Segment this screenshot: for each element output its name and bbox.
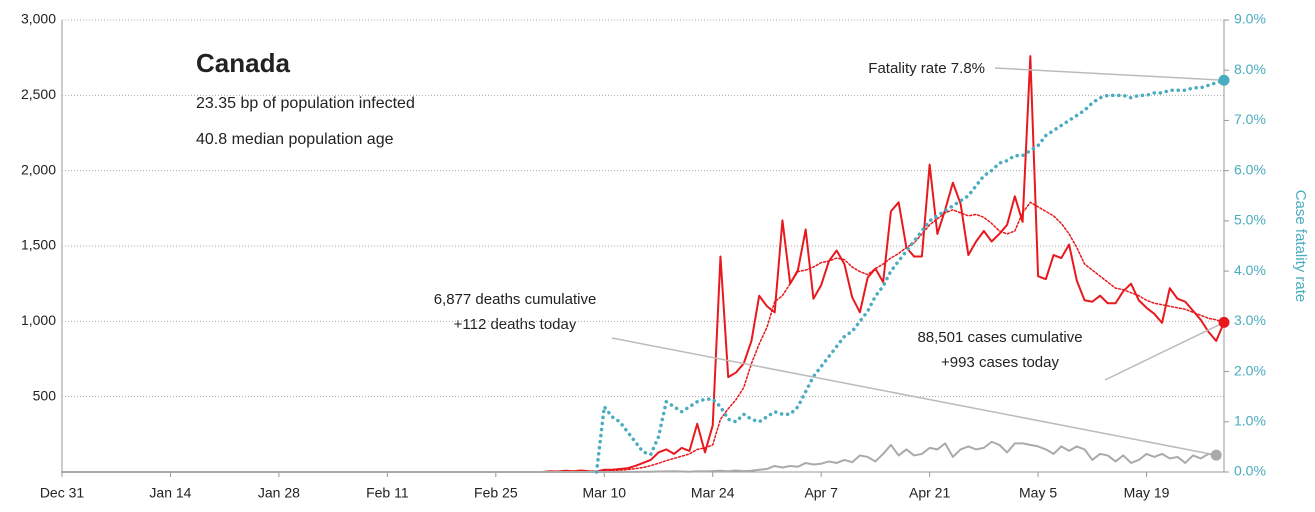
y2-tick-label: 4.0% xyxy=(1234,262,1266,278)
annotation: 88,501 cases cumulative xyxy=(917,329,1082,346)
y2-tick-label: 5.0% xyxy=(1234,212,1266,228)
end-dot xyxy=(1210,449,1222,461)
subtitle: 40.8 median population age xyxy=(196,131,394,148)
y-tick-label: 3,000 xyxy=(21,11,56,27)
y2-tick-label: 8.0% xyxy=(1234,61,1266,77)
x-tick-label: Mar 24 xyxy=(691,485,735,501)
annotation: Fatality rate 7.8% xyxy=(868,60,985,77)
annotation: +993 cases today xyxy=(941,354,1060,371)
chart-title: Canada xyxy=(196,48,290,78)
y-tick-label: 500 xyxy=(33,387,57,403)
x-tick-label: Feb 11 xyxy=(366,485,409,501)
x-tick-label: May 5 xyxy=(1019,485,1057,501)
x-tick-label: Apr 7 xyxy=(804,485,838,501)
y2-tick-label: 0.0% xyxy=(1234,463,1266,479)
series-line xyxy=(594,78,1226,474)
end-dot xyxy=(1218,74,1230,86)
x-tick-label: Jan 28 xyxy=(258,485,300,501)
y-tick-label: 2,500 xyxy=(21,86,56,102)
series-line xyxy=(603,201,1225,472)
y2-tick-label: 1.0% xyxy=(1234,412,1266,428)
leader-line xyxy=(994,67,1225,82)
x-tick-label: May 19 xyxy=(1124,485,1170,501)
series-line xyxy=(61,440,1218,473)
y2-tick-label: 9.0% xyxy=(1234,11,1266,27)
y2-tick-label: 6.0% xyxy=(1234,161,1266,177)
subtitle: 23.35 bp of population infected xyxy=(196,95,415,112)
y2-tick-label: 3.0% xyxy=(1234,312,1266,328)
annotation: +112 deaths today xyxy=(454,316,577,333)
y2-tick-label: 2.0% xyxy=(1234,362,1266,378)
x-tick-label: Apr 21 xyxy=(909,485,950,501)
y-tick-label: 1,500 xyxy=(21,237,56,253)
y-tick-label: 1,000 xyxy=(21,312,56,328)
x-tick-label: Jan 14 xyxy=(149,485,191,501)
series-line xyxy=(61,55,1225,473)
leader-line xyxy=(611,337,1217,456)
x-tick-label: Dec 31 xyxy=(40,485,85,501)
y2-axis-label: Case fatality rate xyxy=(1292,190,1309,303)
y-tick-label: 2,000 xyxy=(21,161,56,177)
x-tick-label: Feb 25 xyxy=(474,485,518,501)
x-tick-label: Mar 10 xyxy=(582,485,626,501)
annotation: 6,877 deaths cumulative xyxy=(434,291,597,308)
leader-line xyxy=(1104,321,1225,381)
y2-tick-label: 7.0% xyxy=(1234,111,1266,127)
end-dot xyxy=(1218,316,1230,328)
